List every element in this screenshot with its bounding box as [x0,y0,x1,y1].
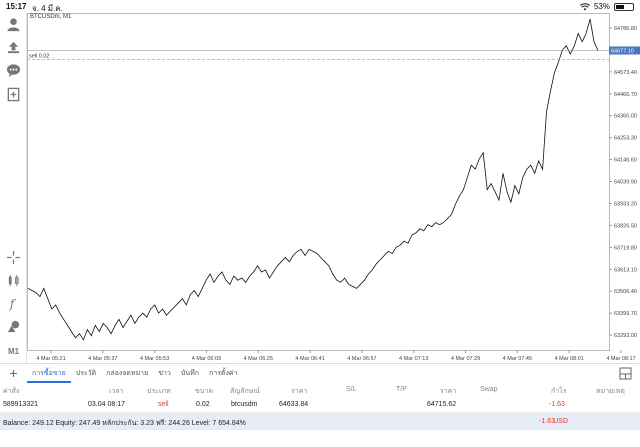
x-tick-label: 4 Mar 06:41 [295,356,324,362]
current-price-tag [609,46,640,55]
table-row[interactable]: 589913321 03.04 08:17 sell 0.02 btcusdm … [0,397,640,413]
tab-settings[interactable]: การตั้งค่า [208,369,238,377]
x-tick-label: 4 Mar 07:29 [451,356,480,362]
status-bar: 15:17 จ. 4 มี.ค. 53% [0,0,640,13]
left-toolbar: f M1 [0,13,27,363]
order-type: sell [158,401,169,408]
battery-icon [614,2,634,11]
x-tick-label: 4 Mar 05:21 [36,356,65,362]
x-tick-label: 4 Mar 06:25 [244,356,273,362]
col-order: ค่าสั่ง [3,388,20,395]
order-current-price: 64715.62 [427,401,457,408]
svg-text:f: f [9,297,17,311]
x-tick-label: 4 Mar 06:57 [347,356,376,362]
y-tick-label: 64253.30 [614,136,637,142]
order-open-price: 64633.84 [279,401,309,408]
chart-symbol-label: BTCUSDm, M1 [30,14,72,20]
profit-currency: USD [553,418,568,425]
y-tick-label: 63293.00 [614,333,637,339]
y-tick-label: 64360.00 [614,114,637,120]
wifi-icon [579,2,590,10]
col-time: เวลา [109,388,124,395]
y-tick-label: 63826.50 [614,223,637,229]
crosshair-icon[interactable] [5,249,22,266]
y-tick-label: 63613.10 [614,267,637,273]
order-id: 589913321 [3,401,39,408]
account-icon[interactable] [5,16,22,33]
objects-icon[interactable] [5,318,22,335]
chat-icon[interactable] [5,62,22,79]
indicators-icon[interactable]: f [5,295,22,312]
price-chart[interactable]: 64786.80 64573.40 64466.70 64360.00 64253.30… [27,13,640,363]
sell-order-label: sell 0.02 [29,53,50,59]
col-profit: กำไร [551,388,567,395]
x-tick-label: 4 Mar 05:53 [140,356,169,362]
y-tick-label: 64039.90 [614,180,637,186]
add-icon[interactable]: + [9,365,18,381]
col-tp: T/P [396,386,407,393]
tab-history[interactable]: ประวัติ [75,369,97,377]
y-tick-label: 64573.40 [614,70,637,76]
tab-mailbox[interactable]: กล่องจดหมาย [106,369,149,377]
status-right: 53% [579,2,634,11]
x-tick-label: 4 Mar 08:01 [555,356,584,362]
y-tick-label: 63506.40 [614,289,637,295]
col-current-price: ราคา [440,388,457,395]
tab-news[interactable]: ข่าว [158,369,171,377]
y-tick-label: 64466.70 [614,92,637,98]
x-tick-label: 4 Mar 07:45 [503,356,532,362]
y-tick-label: 63399.70 [614,311,637,317]
plot-frame [27,13,610,351]
col-type: ประเภท [147,388,171,395]
chart-type-icon[interactable] [5,272,22,289]
x-tick-label: 4 Mar 07:13 [399,356,428,362]
battery-percent: 53% [593,2,610,11]
positions-header: ค่าสั่ง เวลา ประเภท ขนาด สัญลักษณ์ ราคา … [0,382,640,397]
tab-trade[interactable]: การซื้อขาย [27,364,71,383]
y-tick-label: 63933.20 [614,201,637,207]
col-price: ราคา [291,388,308,395]
order-volume: 0.02 [196,401,210,408]
order-time: 03.04 08:17 [88,401,125,408]
col-volume: ขนาด [195,388,214,395]
trade-icon[interactable] [5,39,22,56]
chart-canvas[interactable]: 64786.80 64573.40 64466.70 64360.00 64253.30… [27,13,640,363]
total-profit: -1.63 [539,418,555,425]
order-profit: -1.63 [549,401,565,408]
timeframe-label: M1 [7,347,20,356]
status-date: จ. 4 มี.ค. [32,4,63,13]
tab-journal[interactable]: บันทึก [180,369,199,377]
current-price-tag-label: 64677.10 [611,48,634,54]
x-tick-label: 4 Mar 06:09 [192,356,221,362]
new-order-icon[interactable] [5,86,22,103]
y-tick-label: 64786.80 [614,26,637,32]
col-sl: S/L [346,386,357,393]
balance-bar: Balance: 249.12 Equity: 247.49 หลักประกั… [0,413,640,430]
x-tick-label: 4 Mar 05:37 [88,356,117,362]
col-comment: หมายเหตุ [596,388,625,395]
col-swap: Swap [480,386,498,393]
terminal-tabs: + การซื้อขาย ประวัติ กล่องจดหมาย ข่าว บั… [0,363,640,383]
balance-summary: Balance: 249.12 Equity: 247.49 หลักประกั… [3,420,246,427]
col-symbol: สัญลักษณ์ [230,388,260,395]
timeframe-button[interactable]: M1 [5,343,22,360]
order-symbol: btcusdm [231,401,258,408]
y-tick-label: 63719.80 [614,245,637,251]
layout-toggle-icon[interactable] [619,367,632,380]
x-tick-label: 4 Mar 08:17 [606,356,635,362]
price-series-line [27,18,599,341]
status-time: 15:17 [6,2,27,11]
y-tick-label: 64146.60 [614,158,637,164]
